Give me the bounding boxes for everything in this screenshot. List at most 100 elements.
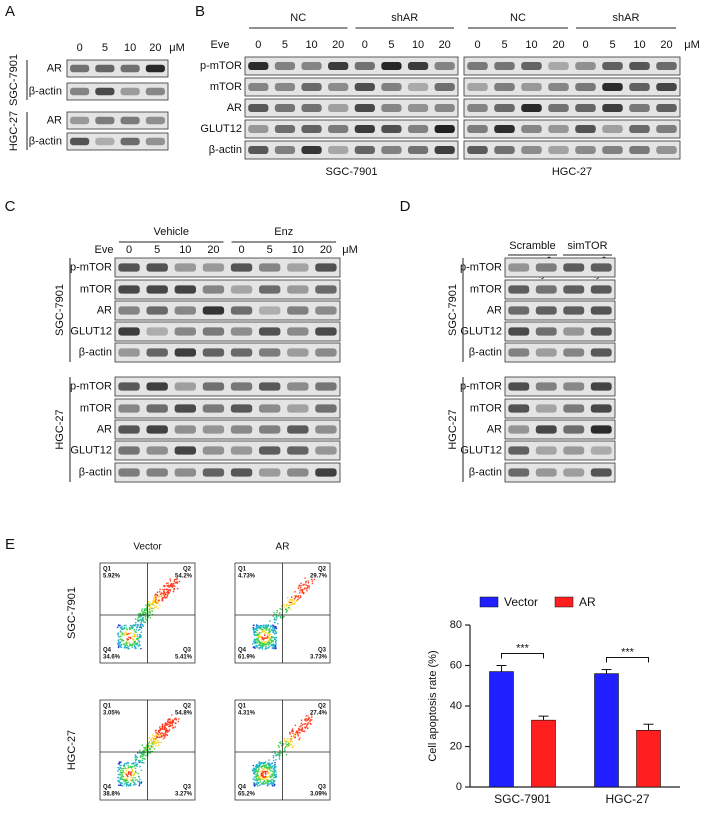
flow-dot [289, 742, 291, 744]
flow-dot [270, 778, 273, 781]
lane-label: 0 [126, 244, 132, 256]
flow-dot [252, 627, 255, 629]
flow-dot [272, 772, 275, 774]
flow-dot [130, 774, 132, 777]
band [118, 468, 140, 477]
flow-dot [137, 617, 139, 619]
blot [504, 462, 616, 483]
band [315, 425, 337, 434]
band [248, 83, 269, 91]
unit-label: μM [342, 244, 358, 256]
x-tick-label: HGC-27 [605, 792, 649, 806]
blot [504, 321, 616, 342]
significance-label: *** [621, 646, 635, 658]
band [535, 425, 557, 434]
flow-dot [254, 639, 257, 641]
band [590, 404, 612, 413]
band [301, 146, 322, 154]
flow-dot [278, 756, 281, 758]
flow-dot [123, 765, 126, 768]
band [656, 104, 677, 112]
flow-dot [265, 644, 268, 646]
flow-dot [264, 772, 267, 774]
flow-dot [280, 616, 282, 619]
band [95, 116, 115, 125]
band [315, 446, 337, 455]
flow-dot [262, 778, 265, 780]
flow-dot [274, 761, 276, 764]
flow-dot [272, 646, 275, 648]
flow-dot [267, 772, 269, 774]
band [508, 285, 530, 294]
flow-dot [118, 781, 121, 784]
band [508, 446, 530, 455]
band [575, 104, 596, 112]
flow-dot [288, 745, 291, 747]
flow-dot [166, 595, 169, 597]
band [274, 83, 296, 91]
flow-dot [253, 783, 255, 786]
flow-dot [268, 637, 271, 640]
band [259, 327, 281, 336]
cell-label: HGC-27 [552, 166, 592, 178]
band [202, 468, 225, 477]
flow-dot [156, 739, 159, 742]
band [146, 306, 168, 315]
band [287, 263, 309, 272]
flow-dot [138, 776, 140, 778]
flow-dot [122, 643, 125, 646]
flow-dot [123, 643, 126, 646]
band [174, 327, 196, 336]
flow-dot [285, 743, 287, 745]
flow-dot [139, 749, 141, 752]
band [315, 468, 337, 477]
band [230, 348, 253, 357]
blot [114, 342, 341, 363]
flow-dot [127, 638, 130, 641]
lane-label: 10 [305, 39, 317, 51]
flow-dot [125, 762, 127, 765]
blot [114, 321, 341, 342]
band [656, 146, 677, 154]
flow-dot [134, 767, 137, 770]
band [301, 125, 322, 133]
flow-dot [274, 645, 277, 647]
flow-dot [120, 776, 122, 779]
flow-dot [154, 729, 157, 732]
flow-dot [275, 640, 277, 642]
flow-dot [270, 641, 273, 643]
flow-dot [261, 782, 263, 784]
flow-dot [163, 726, 166, 729]
row-label: mTOR [80, 283, 112, 295]
flow-dot [149, 607, 151, 609]
band [315, 306, 337, 315]
flow-dot [170, 724, 172, 727]
flow-dot [117, 766, 119, 769]
flow-dot [303, 583, 305, 586]
flow-dot [148, 610, 151, 613]
flow-dot [140, 752, 143, 755]
flow-dot [159, 726, 161, 728]
flow-dot [147, 600, 150, 603]
band [202, 327, 225, 336]
band [274, 146, 296, 154]
flow-dot [304, 577, 306, 579]
flow-dot [270, 762, 272, 765]
flow-dot [262, 630, 264, 632]
band [328, 104, 349, 112]
flow-dot [260, 773, 263, 775]
flow-dot [169, 580, 172, 582]
quadrant-value: 3.73% [310, 655, 328, 661]
flow-dot [272, 759, 275, 762]
blot [244, 140, 459, 160]
flow-dot [256, 763, 258, 766]
row-label: β-actin [29, 85, 62, 97]
flow-dot [143, 749, 146, 752]
flow-dot [152, 601, 154, 604]
blot [463, 98, 681, 118]
flow-dot [267, 624, 270, 626]
flow-dot [291, 729, 293, 732]
band [259, 382, 281, 391]
row-label: β-actin [469, 466, 502, 478]
blot [66, 132, 169, 151]
